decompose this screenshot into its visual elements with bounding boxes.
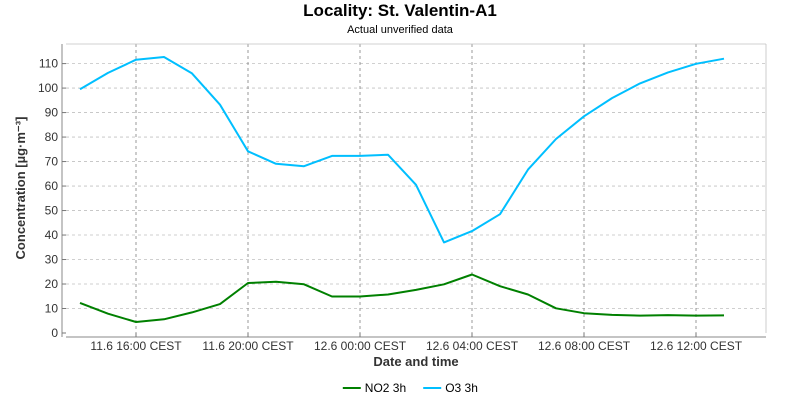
x-tick-label: 11.6 16:00 CEST xyxy=(90,339,182,353)
y-tick-label: 30 xyxy=(45,253,59,267)
y-tick-label: 110 xyxy=(39,57,58,71)
legend-label-no2-3h: NO2 3h xyxy=(365,381,406,395)
chart-title: Locality: St. Valentin-A1 xyxy=(303,1,497,20)
y-tick-label: 80 xyxy=(45,130,59,144)
x-tick-label: 12.6 08:00 CEST xyxy=(538,339,631,353)
y-tick-label: 70 xyxy=(45,155,59,169)
y-axis-ticks: 0 10 20 30 40 50 60 70 80 90 100 110 xyxy=(38,57,66,340)
y-tick-label: 90 xyxy=(45,106,59,120)
grid-lines xyxy=(66,44,766,333)
axes xyxy=(61,43,767,338)
plot-area xyxy=(66,44,766,333)
x-tick-label: 12.6 04:00 CEST xyxy=(426,339,519,353)
series-line-o3-3h xyxy=(79,56,725,244)
y-axis-label: Concentration [µg·m⁻³] xyxy=(13,117,28,260)
legend: NO2 3h O3 3h xyxy=(342,381,478,395)
data-series xyxy=(79,56,725,323)
x-tick-label: 12.6 00:00 CEST xyxy=(314,339,407,353)
x-tick-label: 11.6 20:00 CEST xyxy=(202,339,294,353)
y-tick-label: 10 xyxy=(45,302,59,316)
series-line-no2-3h xyxy=(79,273,725,323)
x-axis-label: Date and time xyxy=(373,354,458,369)
y-tick-label: 100 xyxy=(38,81,58,95)
x-tick-label: 12.6 12:00 CEST xyxy=(650,339,743,353)
chart-subtitle: Actual unverified data xyxy=(347,24,453,36)
x-axis-ticks: 11.6 16:00 CEST 11.6 20:00 CEST 12.6 00:00… xyxy=(90,333,743,353)
y-tick-label: 40 xyxy=(45,228,59,242)
y-tick-label: 20 xyxy=(45,277,59,291)
y-tick-label: 0 xyxy=(51,326,58,340)
y-tick-label: 50 xyxy=(45,204,59,218)
y-tick-label: 60 xyxy=(45,179,59,193)
legend-label-o3-3h: O3 3h xyxy=(445,381,478,395)
